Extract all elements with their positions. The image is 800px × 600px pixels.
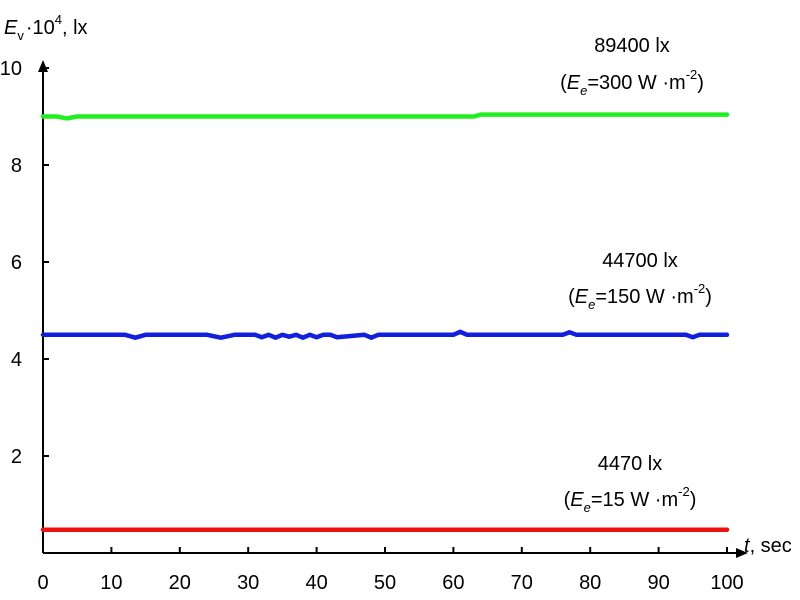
x-tick-label: 10 <box>100 572 122 594</box>
y-tick-label: 10 <box>0 58 22 80</box>
annotation-red-value: 4470 lx <box>598 453 663 475</box>
x-tick-label: 20 <box>169 572 191 594</box>
axes <box>38 60 748 558</box>
x-tick-label: 100 <box>710 572 743 594</box>
x-tick-label: 90 <box>647 572 669 594</box>
x-tick-label: 80 <box>579 572 601 594</box>
y-tick-label: 2 <box>11 446 22 468</box>
x-tick-label: 40 <box>305 572 327 594</box>
y-tick-label: 8 <box>11 155 22 177</box>
x-tick-label: 70 <box>511 572 533 594</box>
annotation-blue-value: 44700 lx <box>602 250 678 272</box>
x-tick-label: 50 <box>374 572 396 594</box>
annotation-red: 4470 lx (Ee=15 W ·m-2) <box>564 453 697 515</box>
x-tick-label: 60 <box>442 572 464 594</box>
annotation-red-condition: (Ee=15 W ·m-2) <box>564 484 697 515</box>
annotation-green-condition: (Ee=300 W ·m-2) <box>560 67 704 98</box>
annotation-green-value: 89400 lx <box>594 35 670 57</box>
x-ticks: 0 10 20 30 40 50 60 70 80 90 100 <box>37 547 744 594</box>
x-tick-label: 30 <box>237 572 259 594</box>
series-line-green <box>40 112 730 121</box>
x-axis-arrow-icon <box>736 548 748 558</box>
y-tick-label: 6 <box>11 252 22 274</box>
series-line-blue <box>40 329 730 340</box>
y-axis-arrow-icon <box>38 60 48 72</box>
x-tick-label: 0 <box>37 572 48 594</box>
series-layer <box>40 112 730 532</box>
annotation-blue: 44700 lx (Ee=150 W ·m-2) <box>568 250 712 312</box>
annotation-blue-condition: (Ee=150 W ·m-2) <box>568 281 712 312</box>
y-axis-label: Ev ·104, lx <box>4 12 88 43</box>
y-ticks: 2 4 6 8 10 <box>0 58 49 468</box>
x-axis-label: t, sec <box>744 535 792 557</box>
y-tick-label: 4 <box>11 349 22 371</box>
annotation-green: 89400 lx (Ee=300 W ·m-2) <box>560 35 704 98</box>
